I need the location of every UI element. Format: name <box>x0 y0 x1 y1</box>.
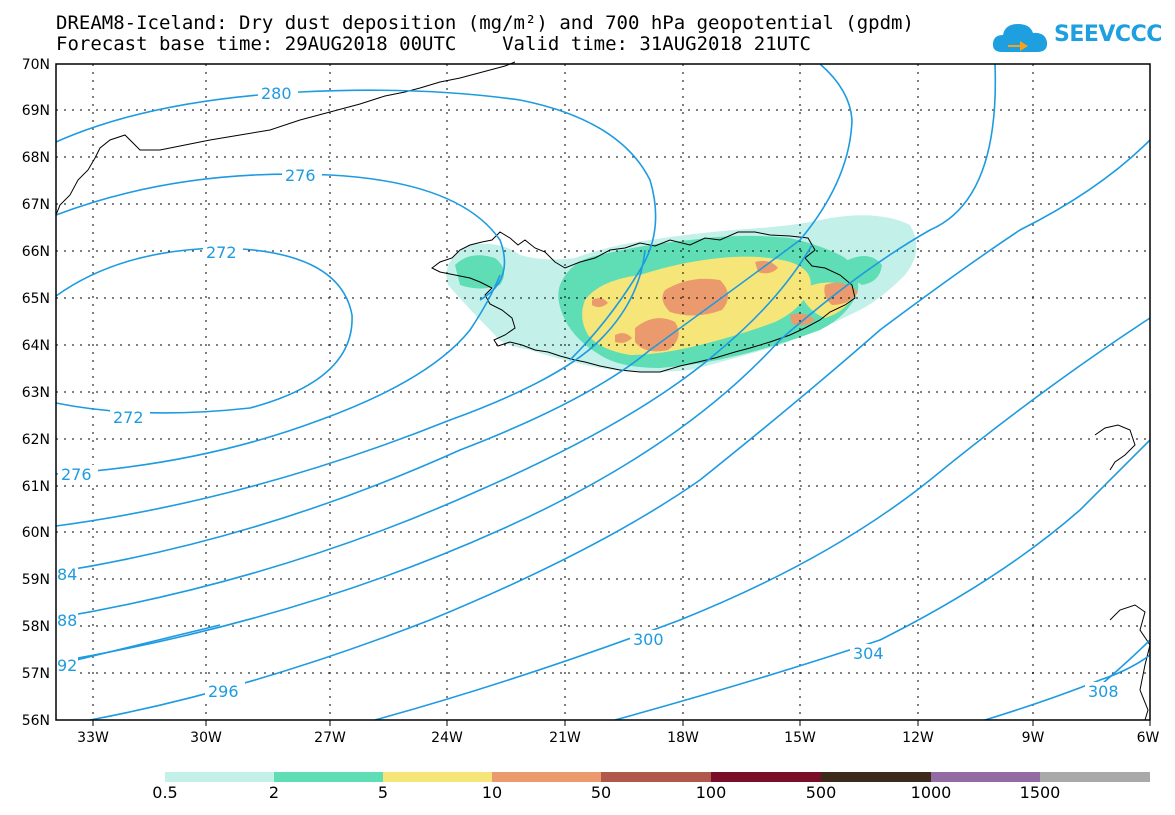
lon-label: 6W <box>1137 730 1160 746</box>
logo-text: SEEVCCC <box>1054 22 1162 47</box>
lat-label: 57N <box>22 666 50 682</box>
contour-276-south <box>55 274 501 475</box>
lon-label: 15W <box>784 730 816 746</box>
contour-304 <box>614 439 1151 721</box>
lat-label: 62N <box>22 432 50 448</box>
axis-ticks <box>92 720 1151 726</box>
dust-area-orange-small1 <box>755 260 778 274</box>
contour-label: 272 <box>206 243 237 262</box>
dust-area-orange-small4 <box>615 333 632 343</box>
contour-296 <box>89 139 1151 721</box>
dust-area-orange-south <box>635 318 679 352</box>
dust-area-orange-central <box>662 278 729 316</box>
contour-label: 272 <box>113 408 144 427</box>
cloud-icon <box>992 24 1048 52</box>
lat-label: 56N <box>22 713 50 729</box>
lon-label: 33W <box>77 730 109 746</box>
contour-label: 280 <box>261 84 292 103</box>
geopotential-contours <box>55 63 1151 721</box>
colorbar-label: 10 <box>481 783 503 802</box>
contour-label: 300 <box>633 630 664 649</box>
contour-308 <box>984 654 1151 721</box>
lat-label: 60N <box>22 525 50 541</box>
lat-label: 68N <box>22 150 50 166</box>
colorbar-label: 0.5 <box>152 783 178 802</box>
lon-label: 30W <box>190 730 222 746</box>
longitude-labels: 33W 30W 27W 24W 21W 18W 15W 12W 9W 6W <box>77 730 1159 746</box>
contour-label: 276 <box>61 465 92 484</box>
lat-label: 65N <box>22 291 50 307</box>
dust-area-orange-east <box>824 282 858 305</box>
contour-label: 88 <box>57 611 77 630</box>
lon-label: 24W <box>431 730 463 746</box>
contour-280b <box>55 63 853 573</box>
scotland-coastline <box>1109 604 1151 721</box>
contour-west-edge <box>55 624 221 666</box>
lon-label: 12W <box>902 730 934 746</box>
colorbar-label: 1500 <box>1019 783 1061 802</box>
lon-label: 18W <box>667 730 699 746</box>
lat-label: 66N <box>22 244 50 260</box>
contour-label: 92 <box>57 656 77 675</box>
colorbar-swatch <box>492 772 601 782</box>
colorbar <box>165 772 1150 782</box>
contour-label: 276 <box>285 166 316 185</box>
dust-area-green-west <box>455 255 504 289</box>
coastlines <box>55 61 1151 721</box>
colorbar-swatch <box>711 772 821 782</box>
latitude-labels: 70N 69N 68N 67N 66N 65N 64N 63N 62N 61N … <box>22 57 50 729</box>
contour-label: 304 <box>853 644 884 663</box>
contour-272 <box>55 247 353 414</box>
contour-label: 296 <box>208 682 239 701</box>
faroe-coastline <box>1094 424 1136 471</box>
grid <box>56 64 1150 720</box>
lat-label: 67N <box>22 197 50 213</box>
lat-label: 64N <box>22 338 50 354</box>
dust-shading <box>446 215 917 373</box>
lon-label: 27W <box>314 730 346 746</box>
seevccc-logo <box>990 18 1150 58</box>
chart-title-line1: DREAM8-Iceland: Dry dust deposition (mg/… <box>56 12 914 34</box>
dust-area-orange-small2 <box>592 298 608 308</box>
contour-276-north <box>55 173 506 301</box>
colorbar-label: 5 <box>377 783 389 802</box>
contour-280 <box>55 89 657 361</box>
colorbar-swatch <box>931 772 1040 782</box>
lat-label: 70N <box>22 57 50 73</box>
contour-labels: 280 276 272 272 276 84 88 92 296 300 304… <box>56 84 1125 701</box>
contour-300 <box>374 317 1151 721</box>
lat-label: 58N <box>22 619 50 635</box>
colorbar-label: 50 <box>590 783 612 802</box>
contour-292 <box>55 63 997 663</box>
colorbar-swatch <box>601 772 711 782</box>
colorbar-swatch <box>821 772 931 782</box>
contour-label: 84 <box>57 565 77 584</box>
contour-284 <box>55 249 646 527</box>
colorbar-label: 2 <box>268 783 280 802</box>
lon-label: 21W <box>549 730 581 746</box>
lat-label: 63N <box>22 385 50 401</box>
colorbar-swatch <box>274 772 383 782</box>
map-frame <box>55 63 1151 721</box>
iceland-coastline <box>431 231 856 373</box>
lon-label: 9W <box>1022 730 1045 746</box>
contour-label: 308 <box>1088 682 1119 701</box>
contour-288 <box>55 244 813 619</box>
colorbar-label: 100 <box>695 783 727 802</box>
lat-label: 61N <box>22 479 50 495</box>
colorbar-swatch <box>383 772 492 782</box>
greenland-coastline <box>55 61 516 216</box>
lat-label: 59N <box>22 572 50 588</box>
colorbar-label: 500 <box>805 783 837 802</box>
lat-label: 69N <box>22 103 50 119</box>
colorbar-swatch <box>165 772 274 782</box>
colorbar-label: 1000 <box>910 783 952 802</box>
chart-title-line2: Forecast base time: 29AUG2018 00UTC Vali… <box>56 33 811 55</box>
colorbar-swatch <box>1040 772 1150 782</box>
